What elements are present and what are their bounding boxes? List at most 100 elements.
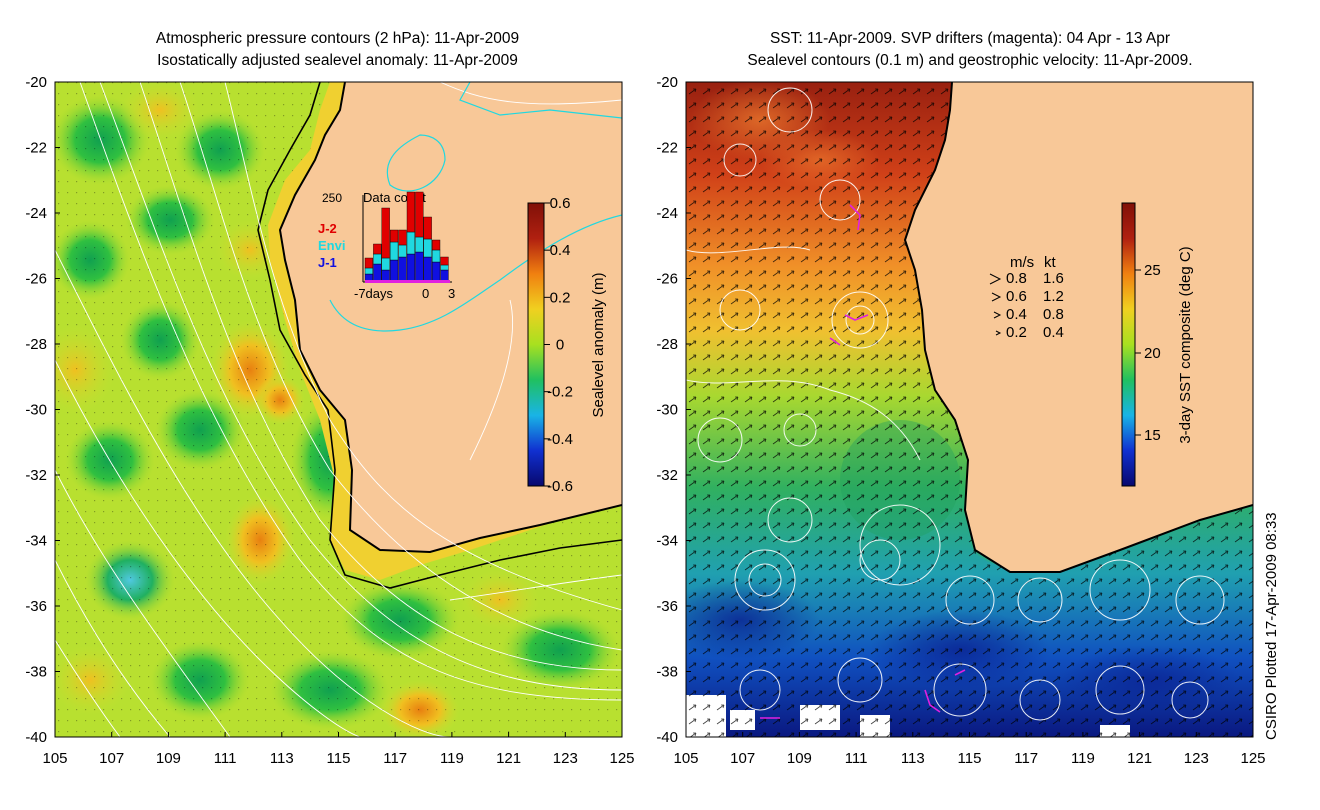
right-map bbox=[686, 82, 1253, 737]
left-colorbar-tick-label: 0.2 bbox=[550, 289, 571, 306]
inset-legend-envi: Envi bbox=[318, 238, 345, 253]
velocity-legend-header-ms: m/s bbox=[1010, 254, 1034, 271]
inset-bar-j1 bbox=[373, 263, 382, 283]
inset-bar-envi bbox=[415, 236, 424, 253]
inset-x-label-start: -7days bbox=[354, 286, 394, 301]
right-title-line2: Sealevel contours (0.1 m) and geostrophi… bbox=[747, 52, 1193, 69]
right-colorbar-tick-label: 15 bbox=[1144, 427, 1161, 444]
inset-legend-j1: J-1 bbox=[318, 255, 337, 270]
inset-bar-j2 bbox=[432, 239, 441, 251]
right-y-axis: -20 -22 -24 -26 -28 -30 -32 -34 -36 -38 -40 bbox=[656, 74, 691, 746]
velocity-legend-kt: 1.6 bbox=[1043, 270, 1064, 287]
left-colorbar-tick-label: 0 bbox=[556, 337, 564, 354]
left-colorbar-tick-label: 0.4 bbox=[550, 242, 571, 259]
left-y-tick-label: -36 bbox=[25, 598, 47, 615]
inset-bar-j1 bbox=[415, 251, 424, 283]
right-x-tick-label: 109 bbox=[787, 750, 812, 767]
left-coastline bbox=[278, 82, 622, 554]
drifter-tracks bbox=[760, 204, 966, 719]
inset-legend-j2: J-2 bbox=[318, 221, 337, 236]
left-colorbar-label: Sealevel anomaly (m) bbox=[590, 272, 607, 417]
inset-x-label-end: 3 bbox=[448, 286, 455, 301]
right-y-tick-label: -40 bbox=[656, 729, 678, 746]
right-y-tick-label: -36 bbox=[656, 598, 678, 615]
right-sealevel-contours bbox=[686, 87, 1225, 721]
left-title-line2: Isostatically adjusted sealevel anomaly:… bbox=[157, 52, 518, 69]
velocity-legend: m/s kt 0.8 1.60.6 1.20.4 0.80.2 0.4 bbox=[989, 254, 1064, 341]
left-title-line1: Atmospheric pressure contours (2 hPa): 1… bbox=[155, 30, 520, 47]
left-y-tick-label: -22 bbox=[25, 140, 47, 157]
right-x-tick-label: 125 bbox=[1240, 750, 1265, 767]
inset-bar-envi bbox=[390, 241, 399, 261]
right-y-tick-label: -26 bbox=[656, 271, 678, 288]
right-land[interactable] bbox=[905, 82, 1253, 572]
right-x-tick-label: 119 bbox=[1071, 750, 1095, 767]
left-map bbox=[55, 82, 622, 737]
inset-bar-j1 bbox=[423, 256, 432, 283]
left-colorbar-tick-label: -0.6 bbox=[547, 478, 573, 495]
right-x-tick-label: 113 bbox=[901, 750, 925, 767]
right-x-tick-label: 111 bbox=[845, 750, 868, 767]
right-colorbar-tick-label: 25 bbox=[1144, 262, 1161, 279]
right-x-tick-label: 115 bbox=[958, 750, 982, 767]
velocity-legend-arrow bbox=[993, 311, 1002, 319]
right-y-tick-label: -34 bbox=[656, 533, 678, 550]
inset-bar-j1 bbox=[432, 261, 441, 283]
right-coastline bbox=[903, 82, 1253, 573]
inset-x-label-zero: 0 bbox=[422, 286, 429, 301]
left-colorbar: 0.6 0.4 0.2 0 -0.2 -0.4 -0.6 Sealevel anomaly … bbox=[527, 195, 607, 495]
inset-bar-j2 bbox=[390, 229, 399, 243]
left-x-tick-label: 111 bbox=[214, 750, 237, 767]
left-x-tick-label: 109 bbox=[156, 750, 181, 767]
velocity-legend-ms: 0.2 bbox=[1006, 324, 1027, 341]
inset-ymax: 250 bbox=[322, 191, 342, 205]
velocity-legend-ms: 0.6 bbox=[1006, 288, 1027, 305]
right-y-tick-label: -32 bbox=[656, 467, 678, 484]
right-y-tick-label: -30 bbox=[656, 402, 678, 419]
inset-bar-envi bbox=[398, 244, 407, 258]
inset-bar-j1 bbox=[398, 256, 407, 283]
left-y-tick-label: -24 bbox=[25, 205, 47, 222]
inset-bar-j2 bbox=[406, 191, 416, 233]
left-y-tick-label: -26 bbox=[25, 271, 47, 288]
velocity-legend-arrow bbox=[991, 292, 1002, 302]
right-x-tick-label: 105 bbox=[673, 750, 698, 767]
inset-bar-j2 bbox=[423, 216, 432, 240]
right-x-tick-label: 123 bbox=[1184, 750, 1209, 767]
left-y-tick-label: -40 bbox=[25, 729, 47, 746]
inset-bar-envi bbox=[373, 253, 382, 265]
inset-bar-envi bbox=[440, 264, 449, 271]
left-y-tick-label: -28 bbox=[25, 336, 47, 353]
inset-bar-j2 bbox=[415, 191, 424, 238]
inset-bars bbox=[364, 191, 449, 283]
right-y-tick-label: -28 bbox=[656, 336, 678, 353]
velocity-legend-kt: 1.2 bbox=[1043, 288, 1064, 305]
velocity-legend-arrow bbox=[995, 330, 1002, 336]
left-y-axis: -20 -22 -24 -26 -28 -30 -32 -34 -36 -38 -40 bbox=[25, 74, 60, 746]
velocity-legend-header-kt: kt bbox=[1044, 254, 1057, 271]
right-title-line1: SST: 11-Apr-2009. SVP drifters (magenta)… bbox=[769, 30, 1171, 47]
velocity-legend-ms: 0.4 bbox=[1006, 306, 1027, 323]
right-colorbar-gradient bbox=[1121, 202, 1136, 487]
right-x-tick-label: 117 bbox=[1014, 750, 1038, 767]
left-x-tick-label: 105 bbox=[42, 750, 67, 767]
right-y-tick-label: -20 bbox=[656, 74, 678, 91]
inset-bar-envi bbox=[432, 249, 441, 263]
velocity-legend-kt: 0.4 bbox=[1043, 324, 1064, 341]
right-colorbar-tick-label: 20 bbox=[1144, 345, 1161, 362]
left-x-tick-label: 119 bbox=[440, 750, 464, 767]
left-x-tick-label: 115 bbox=[327, 750, 351, 767]
left-x-axis: 105 107 109 111 113 115 117 119 121 123 125 bbox=[42, 732, 635, 767]
left-colorbar-tick-label: -0.2 bbox=[547, 384, 573, 401]
left-colorbar-tick-label: 0.6 bbox=[550, 195, 571, 212]
velocity-legend-kt: 0.8 bbox=[1043, 306, 1064, 323]
data-count-inset: Data count 250 J-2 Envi J-1 -7days 0 3 bbox=[318, 190, 455, 301]
left-cyan-contours bbox=[329, 82, 622, 332]
velocity-legend-arrow bbox=[989, 273, 1002, 285]
inset-bar-envi bbox=[381, 257, 390, 271]
left-y-tick-label: -38 bbox=[25, 664, 47, 681]
left-colorbar-gradient bbox=[527, 202, 545, 487]
inset-bar-envi bbox=[423, 238, 432, 258]
inset-bar-j2 bbox=[373, 243, 382, 255]
left-x-tick-label: 121 bbox=[496, 750, 521, 767]
